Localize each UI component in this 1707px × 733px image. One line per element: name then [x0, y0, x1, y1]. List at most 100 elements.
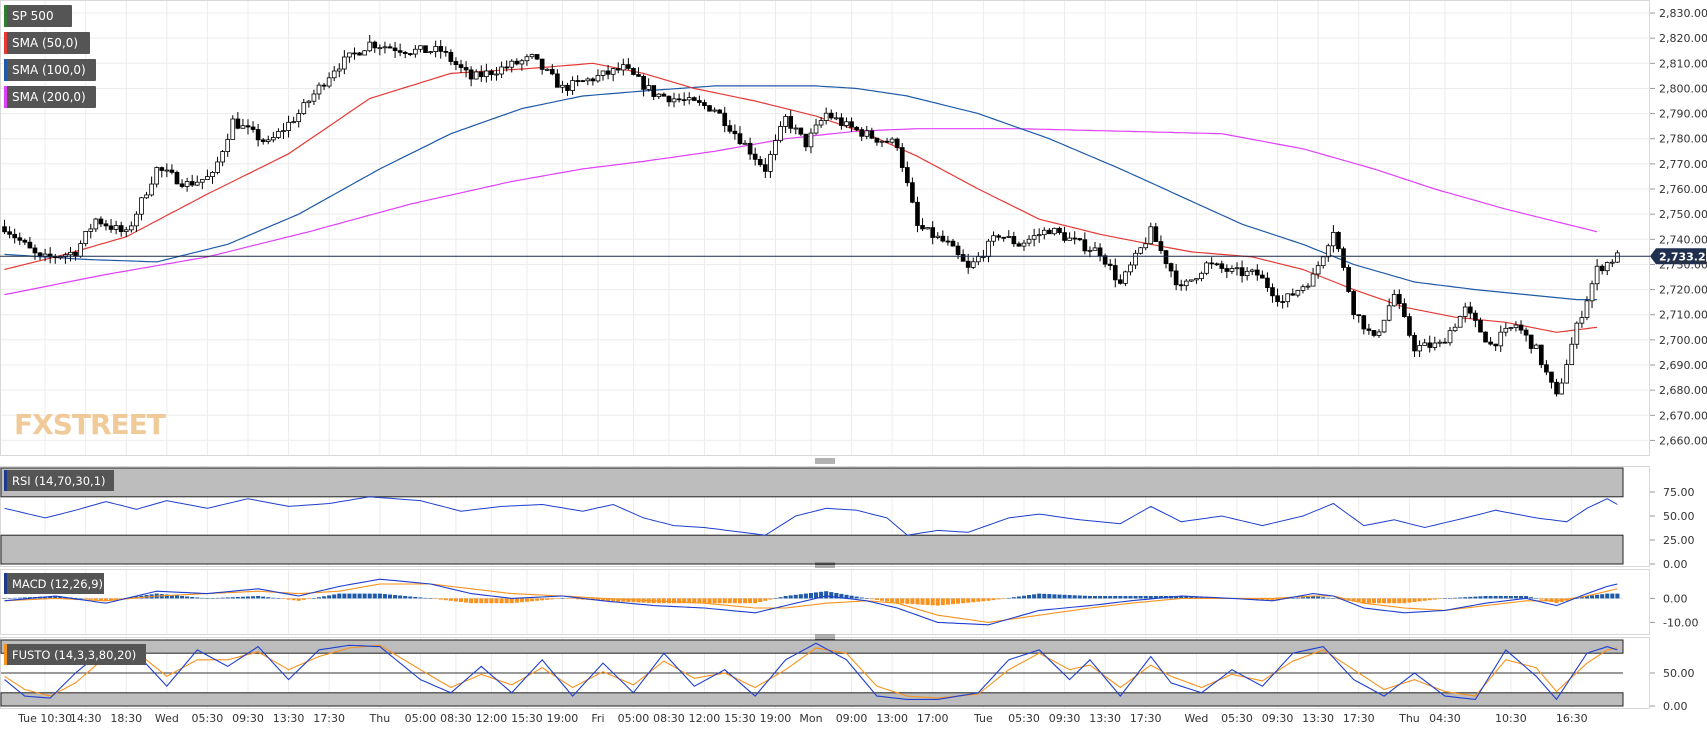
macd-hist-bar-156 [793, 594, 798, 599]
time-label-32: 13:30 [1302, 712, 1334, 725]
rsi-legend[interactable]: RSI (14,70,30,1) [4, 470, 114, 491]
candle-body-224 [1138, 247, 1143, 254]
macd-hist-bar-251 [1275, 598, 1280, 601]
legend-item-sp500[interactable]: SP 500 [4, 5, 72, 27]
candle-body-230 [1168, 263, 1174, 272]
macd-hist-bar-104 [529, 598, 535, 602]
macd-hist-bar-198 [1006, 597, 1011, 599]
candle-body-253 [1285, 293, 1291, 303]
candle-211 [1072, 231, 1078, 245]
candle-body-183 [930, 227, 936, 238]
candle-body-80 [407, 53, 413, 55]
macd-legend[interactable]: MACD (12,26,9) [4, 573, 104, 594]
candle-269 [1366, 323, 1372, 335]
candle-body-129 [656, 93, 662, 97]
macd-hist-bar-33 [169, 595, 174, 599]
candle-203 [1031, 228, 1037, 247]
candle-207 [1052, 227, 1057, 236]
candle-body-291 [1478, 320, 1483, 333]
macd-hist-bar-257 [1305, 596, 1311, 599]
splitter-grip-2[interactable] [815, 562, 835, 568]
candle-6 [32, 244, 38, 260]
macd-hist-bar-237 [1204, 597, 1209, 599]
candle-216 [1097, 243, 1103, 262]
candle-244 [1239, 260, 1245, 283]
macd-hist-bar-224 [1138, 596, 1143, 599]
legend-item-sma200[interactable]: SMA (200,0) [4, 86, 96, 108]
candle-body-140 [712, 109, 717, 112]
candle-19 [98, 216, 104, 228]
macd-hist-bar-133 [677, 598, 682, 604]
candle-body-155 [788, 116, 794, 129]
candle-body-220 [1118, 279, 1123, 284]
candle-82 [418, 45, 423, 53]
candle-28 [144, 191, 149, 199]
legend-item-sma50[interactable]: SMA (50,0) [4, 32, 90, 54]
candle-277 [1407, 313, 1412, 338]
macd-hist-bar-43 [220, 597, 225, 599]
splitter-grip-3[interactable] [815, 634, 835, 640]
macd-hist-bar-279 [1417, 598, 1422, 602]
macd-hist-bar-110 [560, 598, 565, 599]
fusto-d-line [4, 644, 1618, 699]
candle-body-166 [844, 121, 849, 126]
time-label-27: 13:30 [1089, 712, 1121, 725]
candle-68 [347, 52, 352, 63]
candle-251 [1275, 288, 1280, 307]
candle-305 [1549, 371, 1554, 389]
candle-body-88 [448, 51, 454, 62]
macd-hist-bar-77 [393, 595, 398, 599]
candle-body-99 [504, 66, 509, 69]
candle-body-11 [57, 256, 63, 259]
candle-173 [879, 140, 885, 147]
candle-body-1 [7, 231, 12, 235]
legend-label-sma50: SMA (50,0) [12, 36, 78, 50]
candle-44 [225, 133, 231, 157]
candle-94 [478, 65, 484, 82]
candle-284 [1442, 337, 1448, 344]
candle-155 [788, 110, 794, 134]
candle-22 [113, 220, 119, 235]
candle-body-161 [818, 120, 824, 126]
macd-hist-bar-68 [347, 593, 352, 599]
candle-body-150 [762, 164, 768, 172]
candle-body-238 [1209, 262, 1214, 265]
candle-body-52 [265, 139, 271, 142]
candle-body-22 [113, 225, 119, 230]
macd-hist-bar-260 [1321, 597, 1326, 599]
candle-299 [1518, 320, 1524, 334]
candle-body-267 [1356, 314, 1362, 317]
candle-265 [1346, 264, 1351, 293]
legend-item-sma100[interactable]: SMA (100,0) [4, 59, 96, 81]
candle-body-221 [1123, 271, 1128, 284]
candle-body-109 [555, 73, 560, 88]
candle-164 [833, 112, 839, 121]
candle-body-0 [2, 226, 7, 233]
candle-254 [1290, 288, 1296, 296]
candle-75 [382, 41, 388, 54]
macd-hist-bar-154 [783, 596, 788, 599]
splitter-grip-1[interactable] [815, 458, 835, 464]
macd-hist-bar-109 [555, 598, 560, 599]
candle-209 [1062, 226, 1067, 243]
candle-body-227 [1153, 226, 1159, 243]
candle-body-20 [103, 223, 109, 227]
time-label-30: 05:30 [1221, 712, 1253, 725]
candle-264 [1341, 246, 1346, 271]
macd-hist-bar-107 [545, 598, 550, 600]
candle-body-288 [1462, 306, 1468, 317]
candle-119 [605, 64, 611, 80]
macd-hist-bar-53 [271, 597, 276, 599]
candle-body-116 [590, 78, 596, 82]
price-label-6: 2,720.00 [1659, 284, 1707, 297]
candle-body-313 [1589, 283, 1595, 302]
price-label-4: 2,700.00 [1659, 334, 1707, 347]
candle-152 [773, 134, 778, 161]
candle-233 [1183, 279, 1189, 291]
fusto-legend[interactable]: FUSTO (14,3,3,80,20) [4, 644, 146, 665]
candle-247 [1254, 264, 1260, 281]
macd-hist-bar-314 [1595, 594, 1600, 599]
main-legend: SP 500 SMA (50,0) SMA (100,0) SMA (200,0… [4, 5, 96, 108]
